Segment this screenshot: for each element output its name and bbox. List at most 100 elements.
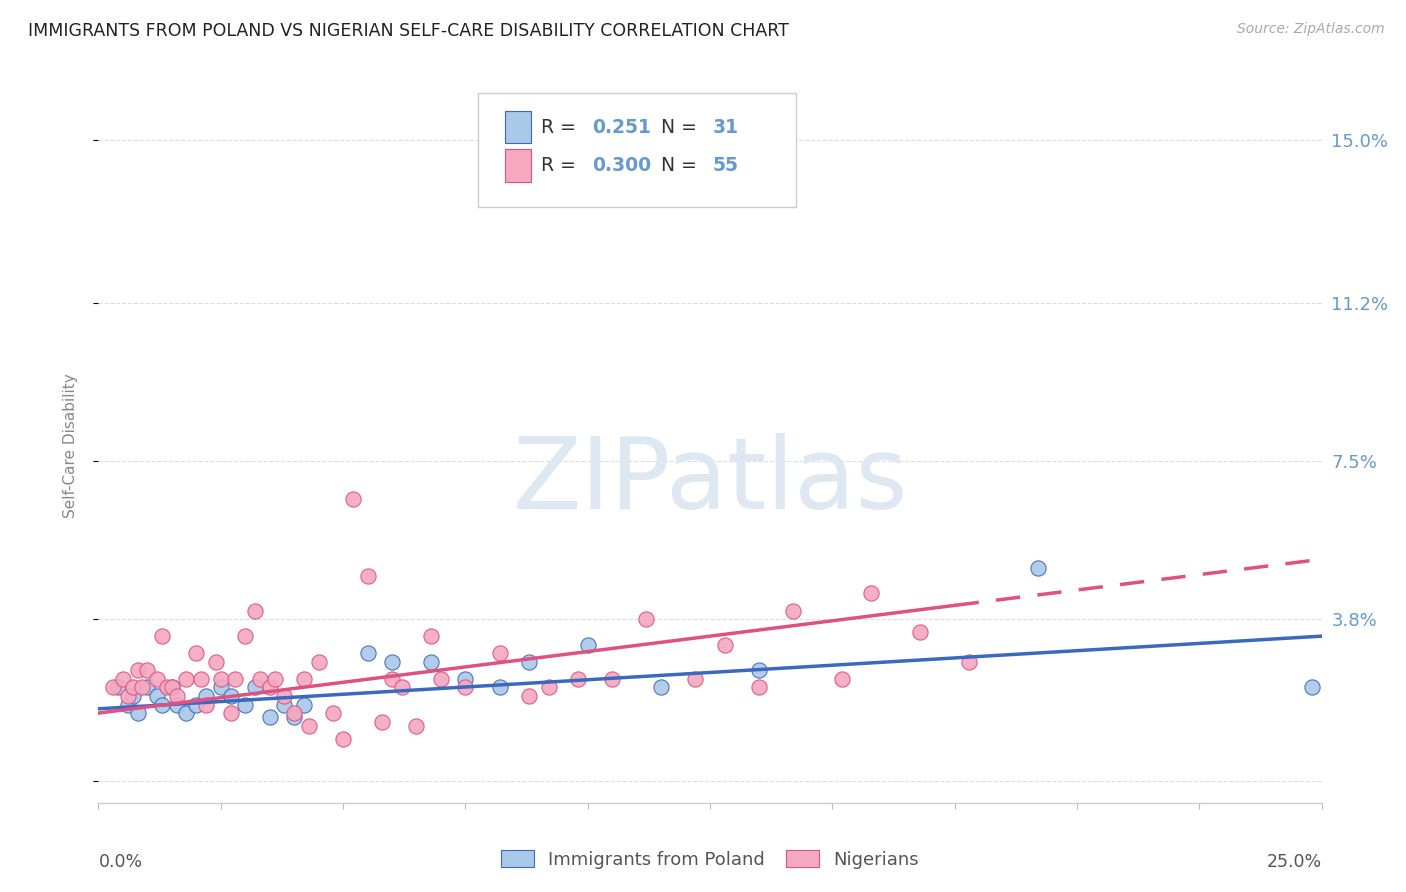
Point bbox=[160, 681, 183, 695]
Point bbox=[860, 586, 883, 600]
Point bbox=[600, 672, 623, 686]
Point bbox=[107, 681, 129, 695]
Point bbox=[205, 655, 228, 669]
Point bbox=[186, 646, 208, 660]
Point bbox=[195, 698, 218, 712]
Point bbox=[420, 655, 443, 669]
Point bbox=[249, 672, 271, 686]
Point bbox=[101, 681, 124, 695]
Point bbox=[1026, 561, 1049, 575]
Point bbox=[259, 710, 281, 724]
Point bbox=[166, 689, 188, 703]
Point bbox=[292, 698, 315, 712]
Point bbox=[454, 672, 477, 686]
Point bbox=[576, 638, 599, 652]
Point bbox=[146, 672, 169, 686]
FancyBboxPatch shape bbox=[478, 93, 796, 207]
Point bbox=[195, 689, 218, 703]
Point bbox=[748, 681, 770, 695]
Point bbox=[391, 681, 413, 695]
Point bbox=[176, 706, 198, 720]
Point bbox=[160, 681, 183, 695]
Point bbox=[488, 681, 510, 695]
Point bbox=[713, 638, 735, 652]
Point bbox=[111, 672, 134, 686]
Point bbox=[636, 612, 658, 626]
Point bbox=[454, 681, 477, 695]
Point bbox=[156, 681, 179, 695]
FancyBboxPatch shape bbox=[505, 150, 531, 182]
Point bbox=[176, 672, 198, 686]
Point bbox=[131, 681, 153, 695]
Point bbox=[121, 681, 143, 695]
Point bbox=[381, 672, 404, 686]
Text: 55: 55 bbox=[713, 156, 738, 175]
Y-axis label: Self-Care Disability: Self-Care Disability bbox=[63, 374, 77, 518]
Point bbox=[356, 569, 378, 583]
Point bbox=[567, 672, 589, 686]
Point bbox=[121, 689, 143, 703]
Text: 0.251: 0.251 bbox=[592, 118, 651, 136]
Text: IMMIGRANTS FROM POLAND VS NIGERIAN SELF-CARE DISABILITY CORRELATION CHART: IMMIGRANTS FROM POLAND VS NIGERIAN SELF-… bbox=[28, 22, 789, 40]
Point bbox=[117, 698, 139, 712]
Point bbox=[430, 672, 453, 686]
Point bbox=[283, 710, 305, 724]
Point bbox=[209, 672, 232, 686]
Point bbox=[233, 629, 256, 643]
Point bbox=[1301, 681, 1323, 695]
Point bbox=[186, 698, 208, 712]
Point bbox=[292, 672, 315, 686]
Text: 31: 31 bbox=[713, 118, 738, 136]
Point bbox=[243, 603, 266, 617]
Point bbox=[190, 672, 212, 686]
Legend: Immigrants from Poland, Nigerians: Immigrants from Poland, Nigerians bbox=[494, 843, 927, 876]
Point bbox=[910, 624, 932, 639]
Point bbox=[381, 655, 404, 669]
Point bbox=[782, 603, 804, 617]
Point bbox=[308, 655, 330, 669]
Point bbox=[517, 689, 540, 703]
Text: ZIPatlas: ZIPatlas bbox=[512, 434, 908, 530]
Point bbox=[537, 681, 560, 695]
Point bbox=[298, 719, 321, 733]
Point bbox=[420, 629, 443, 643]
Point bbox=[209, 681, 232, 695]
Point bbox=[166, 698, 188, 712]
Point bbox=[748, 663, 770, 677]
Point bbox=[957, 655, 980, 669]
Point bbox=[356, 646, 378, 660]
Point bbox=[259, 681, 281, 695]
Text: Source: ZipAtlas.com: Source: ZipAtlas.com bbox=[1237, 22, 1385, 37]
Point bbox=[650, 681, 672, 695]
Point bbox=[150, 698, 173, 712]
Text: R =: R = bbox=[541, 118, 582, 136]
Text: 0.300: 0.300 bbox=[592, 156, 652, 175]
Point bbox=[273, 698, 295, 712]
Point bbox=[224, 672, 246, 686]
Text: R =: R = bbox=[541, 156, 582, 175]
Text: 0.0%: 0.0% bbox=[98, 853, 142, 871]
Text: N =: N = bbox=[661, 156, 703, 175]
Point bbox=[685, 672, 707, 686]
Point bbox=[342, 492, 364, 507]
Point bbox=[243, 681, 266, 695]
Point bbox=[233, 698, 256, 712]
Point bbox=[127, 663, 149, 677]
Point bbox=[117, 689, 139, 703]
Point bbox=[136, 663, 159, 677]
Point bbox=[219, 689, 242, 703]
Point bbox=[371, 714, 394, 729]
Point bbox=[517, 655, 540, 669]
Point bbox=[146, 689, 169, 703]
Point bbox=[283, 706, 305, 720]
Point bbox=[219, 706, 242, 720]
Point bbox=[263, 672, 285, 686]
Point bbox=[332, 731, 354, 746]
Point bbox=[127, 706, 149, 720]
FancyBboxPatch shape bbox=[505, 111, 531, 143]
Point bbox=[831, 672, 853, 686]
Point bbox=[322, 706, 344, 720]
Point bbox=[150, 629, 173, 643]
Text: 25.0%: 25.0% bbox=[1267, 853, 1322, 871]
Point bbox=[405, 719, 427, 733]
